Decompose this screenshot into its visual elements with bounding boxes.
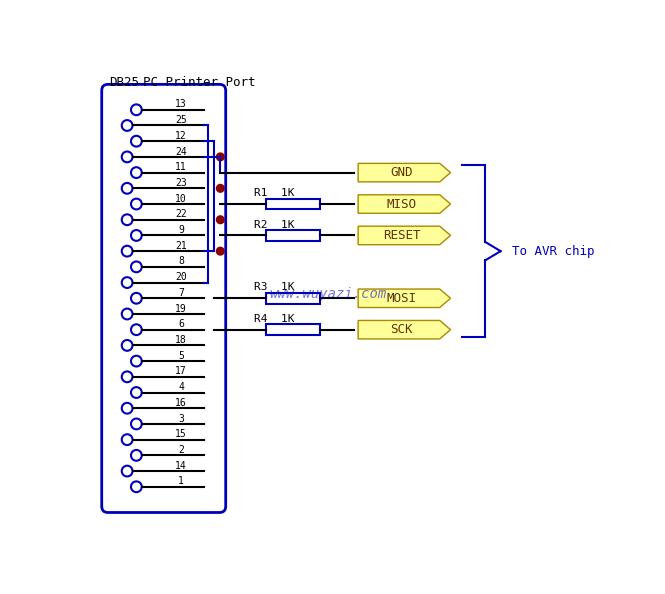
Text: 22: 22 bbox=[175, 209, 187, 219]
Bar bbox=[266, 293, 320, 304]
Text: 5: 5 bbox=[178, 350, 184, 361]
Text: 21: 21 bbox=[175, 241, 187, 251]
Text: 25: 25 bbox=[175, 115, 187, 125]
Polygon shape bbox=[358, 320, 451, 339]
Text: 11: 11 bbox=[175, 162, 187, 172]
Text: R1  1K: R1 1K bbox=[254, 188, 295, 198]
Text: 4: 4 bbox=[178, 382, 184, 392]
Polygon shape bbox=[358, 226, 451, 245]
Bar bbox=[266, 230, 320, 241]
Text: R4  1K: R4 1K bbox=[254, 314, 295, 324]
Circle shape bbox=[217, 153, 224, 161]
Text: DB25: DB25 bbox=[110, 77, 140, 89]
Text: MOSI: MOSI bbox=[386, 292, 417, 305]
Text: GND: GND bbox=[390, 166, 413, 179]
Text: www.wuyazi.com: www.wuyazi.com bbox=[269, 287, 387, 301]
Polygon shape bbox=[358, 289, 451, 308]
Text: 14: 14 bbox=[175, 461, 187, 470]
Text: 2: 2 bbox=[178, 445, 184, 455]
Text: 24: 24 bbox=[175, 147, 187, 156]
Text: SCK: SCK bbox=[390, 323, 413, 336]
Text: R3  1K: R3 1K bbox=[254, 283, 295, 292]
Text: 19: 19 bbox=[175, 304, 187, 314]
Text: 12: 12 bbox=[175, 131, 187, 141]
Text: 23: 23 bbox=[175, 178, 187, 188]
Polygon shape bbox=[358, 195, 451, 213]
Text: 20: 20 bbox=[175, 272, 187, 282]
Polygon shape bbox=[358, 163, 451, 182]
Text: 15: 15 bbox=[175, 429, 187, 439]
Text: 1: 1 bbox=[178, 476, 184, 486]
Text: 16: 16 bbox=[175, 398, 187, 408]
Text: 3: 3 bbox=[178, 413, 184, 424]
Bar bbox=[266, 324, 320, 335]
Text: 13: 13 bbox=[175, 99, 187, 109]
Circle shape bbox=[217, 247, 224, 255]
Text: 10: 10 bbox=[175, 194, 187, 204]
Text: 18: 18 bbox=[175, 335, 187, 345]
Text: R2  1K: R2 1K bbox=[254, 220, 295, 230]
Text: 8: 8 bbox=[178, 257, 184, 267]
Text: 17: 17 bbox=[175, 366, 187, 377]
Text: 6: 6 bbox=[178, 320, 184, 329]
Text: PC Printer Port: PC Printer Port bbox=[142, 77, 255, 89]
Text: 9: 9 bbox=[178, 225, 184, 235]
Text: MISO: MISO bbox=[386, 198, 417, 210]
Bar bbox=[266, 198, 320, 210]
Circle shape bbox=[217, 185, 224, 192]
Text: RESET: RESET bbox=[383, 229, 420, 242]
Text: 7: 7 bbox=[178, 288, 184, 298]
Text: To AVR chip: To AVR chip bbox=[512, 245, 595, 258]
Circle shape bbox=[217, 216, 224, 223]
